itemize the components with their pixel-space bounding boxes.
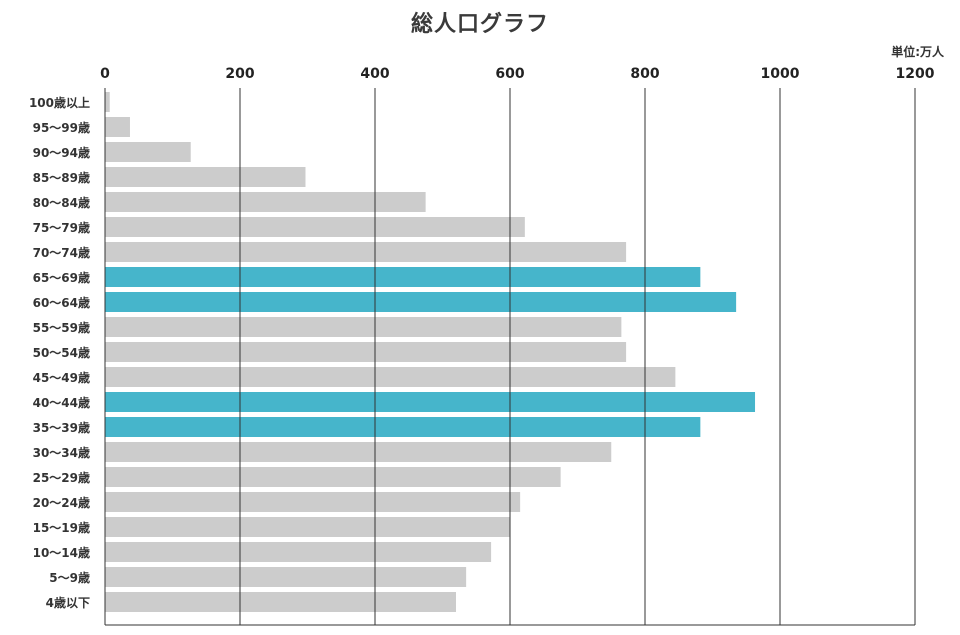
x-tick-label: 0 [100,66,110,82]
category-label: 4歳以下 [46,595,90,610]
unit-label: 単位:万人 [891,45,944,59]
category-label: 20～24歳 [33,495,90,510]
bar [105,392,756,412]
bar [105,417,701,437]
category-label: 25～29歳 [33,470,90,485]
category-label: 45～49歳 [33,370,90,385]
category-label-layer: 100歳以上 95～99歳 90～94歳 85～89歳 80～84歳 75～79歳 70～7… [29,95,90,610]
bar [105,167,306,187]
grid-layer [104,88,916,626]
x-tick-label: 400 [360,66,389,82]
bar [105,317,622,337]
bar [105,442,612,462]
bar [105,467,561,487]
category-label: 60～64歳 [33,295,90,310]
category-label: 95～99歳 [33,120,90,135]
category-label: 85～89歳 [33,170,90,185]
bar-layer [105,92,756,612]
bar [105,142,191,162]
category-label: 35～39歳 [33,420,90,435]
category-label: 15～19歳 [33,520,90,535]
bar [105,542,492,562]
bar [105,242,627,262]
category-label: 100歳以上 [29,95,90,110]
bar [105,492,521,512]
category-label: 30～34歳 [33,445,90,460]
category-label: 40～44歳 [33,395,90,410]
category-label: 75～79歳 [33,220,90,235]
bar [105,517,510,537]
bar [105,267,701,287]
bar [105,567,467,587]
x-tick-label: 1000 [761,66,800,82]
category-label: 70～74歳 [33,245,90,260]
category-label: 10～14歳 [33,545,90,560]
x-tick-label: 800 [630,66,659,82]
bar [105,292,737,312]
x-tick-label: 1200 [896,66,935,82]
bar [105,192,426,212]
bar [105,342,627,362]
chart-title: 総人口グラフ [410,12,549,37]
category-label: 65～69歳 [33,270,90,285]
x-tick-layer: 0 200 400 600 800 1000 1200 [100,66,935,82]
bar [105,367,676,387]
category-label: 50～54歳 [33,345,90,360]
category-label: 80～84歳 [33,195,90,210]
bar [105,117,130,137]
category-label: 55～59歳 [33,320,90,335]
category-label: 90～94歳 [33,145,90,160]
bar [105,592,456,612]
bar [105,92,110,112]
category-label: 5～9歳 [49,570,90,585]
x-tick-label: 200 [225,66,254,82]
bar [105,217,525,237]
x-tick-label: 600 [495,66,524,82]
